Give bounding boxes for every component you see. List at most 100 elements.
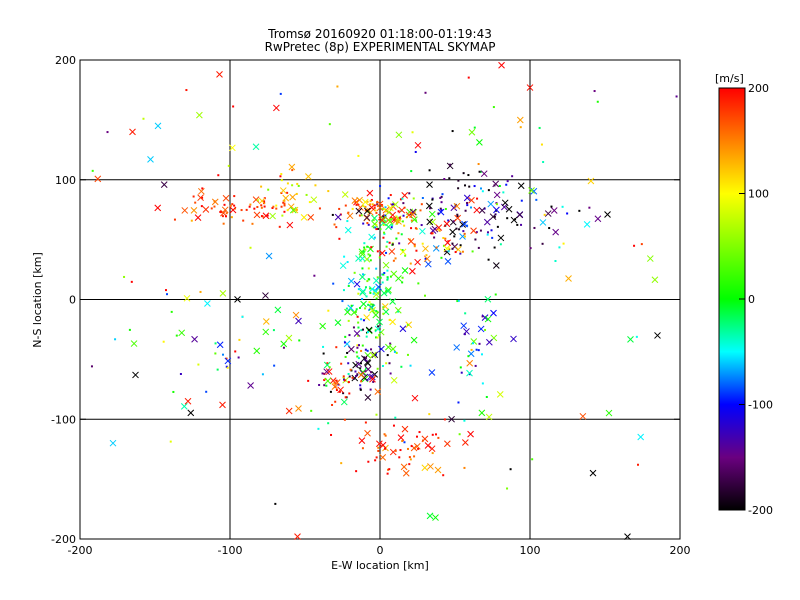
data-point-dot [384, 210, 387, 213]
data-point-x [181, 207, 189, 214]
data-point-dot [458, 228, 461, 231]
data-point-x [216, 341, 224, 349]
data-point-x [295, 405, 302, 412]
data-point-x [401, 425, 409, 433]
data-point-dot [331, 213, 334, 216]
data-point-x [476, 139, 483, 146]
data-point-x [483, 218, 491, 226]
data-point-dot [516, 223, 519, 226]
data-point-x [389, 211, 397, 219]
data-point-dot [378, 256, 381, 259]
data-point-x [368, 373, 376, 381]
data-point-dot [413, 243, 416, 246]
data-point-x [132, 371, 139, 379]
data-point-x [413, 442, 421, 450]
data-point-x [347, 345, 355, 353]
data-point-dot [561, 205, 564, 208]
data-point-dot [240, 209, 243, 212]
data-point-x [411, 394, 419, 402]
data-point-x [289, 206, 297, 214]
data-point-dot [531, 458, 534, 461]
data-point-dot [370, 246, 373, 249]
data-point-dot [263, 200, 266, 203]
data-point-x [428, 445, 436, 453]
data-point-dot [451, 130, 454, 133]
data-point-x [516, 116, 524, 124]
data-point-x [368, 233, 375, 241]
data-point-dot [485, 395, 488, 398]
data-point-dot [386, 278, 389, 281]
data-point-dot [554, 260, 557, 263]
data-point-dot [388, 468, 391, 471]
data-point-dot [475, 348, 478, 351]
data-point-x [375, 283, 382, 291]
data-point-x [274, 306, 282, 314]
data-point-dot [375, 456, 378, 459]
data-point-dot [337, 383, 340, 386]
x-tick-label: 100 [520, 544, 541, 557]
data-point-dot [205, 390, 208, 393]
data-point-dot [370, 198, 373, 201]
data-point-dot [433, 236, 436, 239]
data-point-dot [455, 227, 458, 230]
data-point-x [258, 197, 266, 205]
data-point-x [252, 143, 260, 151]
data-point-dot [314, 184, 317, 187]
data-point-dot [506, 217, 509, 220]
data-point-dot [225, 212, 228, 215]
data-point-dot [479, 229, 482, 232]
data-point-x [427, 463, 434, 470]
data-point-dot [375, 228, 378, 231]
data-point-dot [364, 421, 367, 424]
data-point-dot [283, 204, 286, 207]
data-point-dot [313, 274, 316, 277]
data-point-dot [520, 223, 523, 226]
data-point-dot [323, 379, 326, 382]
y-tick-label: 200 [55, 54, 76, 67]
data-point-dot [389, 194, 392, 197]
data-point-dot [357, 326, 360, 329]
data-point-dot [221, 215, 224, 218]
data-point-dot [375, 336, 378, 339]
data-point-x [550, 207, 558, 214]
data-point-dot [457, 401, 460, 404]
data-point-x [269, 212, 276, 220]
data-point-dot [323, 384, 326, 387]
data-point-dot [509, 468, 512, 471]
data-point-dot [296, 182, 299, 185]
data-point-x [247, 382, 254, 389]
data-point-x [289, 193, 296, 201]
data-point-dot [367, 223, 370, 226]
data-point-dot [410, 227, 413, 230]
colorbar-tick-label: -200 [748, 504, 773, 517]
data-point-dot [256, 205, 259, 208]
data-point-x [407, 238, 415, 245]
data-point-dot [142, 117, 145, 120]
data-point-dot [464, 312, 467, 315]
data-point-dot [175, 334, 178, 337]
data-point-dot [414, 219, 417, 222]
data-point-dot [382, 224, 385, 227]
data-point-dot [336, 85, 339, 88]
data-point-dot [238, 338, 241, 341]
data-point-dot [305, 193, 308, 196]
data-point-dot [462, 172, 465, 175]
data-point-x [204, 300, 211, 307]
data-point-dot [431, 452, 434, 455]
data-point-x [434, 466, 442, 474]
data-point-x [224, 357, 232, 365]
data-point-dot [511, 175, 514, 178]
data-point-dot [356, 346, 359, 349]
data-point-dot [279, 92, 282, 95]
data-point-dot [364, 307, 367, 310]
data-point-dot [438, 229, 441, 232]
data-point-dot [307, 379, 310, 382]
data-point-dot [291, 169, 294, 172]
data-point-dot [411, 131, 414, 134]
data-point-dot [593, 90, 596, 93]
data-point-dot [362, 205, 365, 208]
data-point-dot [548, 227, 551, 230]
data-point-dot [408, 463, 411, 466]
data-point-dot [366, 280, 369, 283]
data-point-x [334, 213, 342, 221]
